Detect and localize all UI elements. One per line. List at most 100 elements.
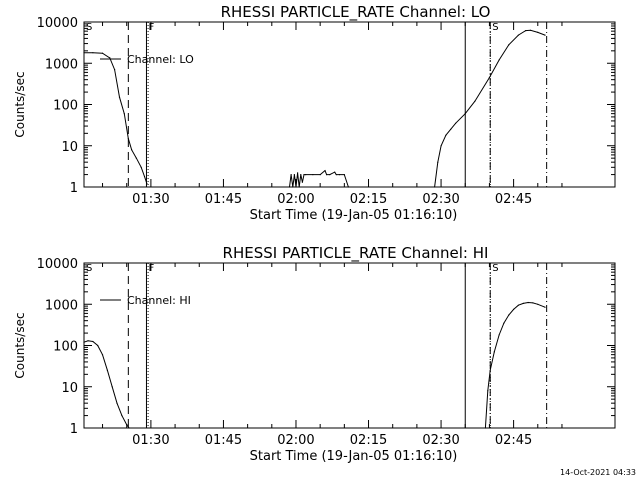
- panel-lo: RHESSI PARTICLE_RATE Channel: LO Counts/s…: [13, 3, 616, 223]
- data-point-hi: [111, 386, 113, 388]
- y-tick-label-lo: 10: [61, 140, 78, 155]
- data-point-lo: [290, 174, 292, 176]
- data-point-lo: [464, 113, 466, 115]
- data-point-lo: [455, 122, 457, 124]
- data-series-lo-2: [434, 29, 546, 188]
- data-point-hi: [537, 303, 539, 305]
- data-series-lo-0: [84, 52, 148, 184]
- data-point-lo: [292, 186, 294, 188]
- data-point-lo: [293, 174, 295, 176]
- data-point-hi: [532, 302, 534, 304]
- x-tick-label-hi: 01:30: [132, 433, 169, 448]
- data-point-lo: [338, 174, 341, 176]
- plot-frame-lo: [83, 21, 616, 188]
- y-tick-label-hi: 100: [53, 340, 78, 355]
- y-tick-label-hi: 1: [70, 422, 78, 437]
- x-tick-label-lo: 01:30: [132, 192, 169, 207]
- data-point-hi: [121, 415, 123, 417]
- event-marker-label-hi: S: [492, 263, 498, 274]
- plot-frame-hi: [83, 262, 616, 429]
- data-point-hi: [128, 427, 130, 429]
- data-point-lo: [288, 186, 291, 188]
- data-point-lo: [146, 183, 148, 185]
- data-point-lo: [143, 175, 146, 178]
- y-tick-label-lo: 100: [53, 99, 78, 114]
- data-point-lo: [537, 31, 539, 33]
- data-point-hi: [508, 314, 510, 316]
- event-marker-label-hi: F: [148, 263, 154, 274]
- footer-timestamp: 14-Oct-2021 04:33: [560, 468, 636, 477]
- data-point-lo: [300, 174, 302, 176]
- data-point-lo: [298, 186, 300, 188]
- x-tick-label-lo: 02:00: [277, 192, 314, 207]
- data-point-lo: [508, 44, 510, 46]
- data-point-lo: [297, 172, 299, 174]
- data-point-hi: [101, 354, 104, 356]
- data-point-lo: [118, 96, 121, 98]
- y-axis-label-hi: Counts/sec: [13, 312, 27, 378]
- y-tick-label-lo: 1000: [45, 57, 78, 72]
- data-point-hi: [489, 369, 491, 371]
- legend-label-hi: Channel: HI: [127, 294, 191, 307]
- x-tick-label-hi: 02:00: [277, 433, 314, 448]
- data-point-lo: [92, 52, 94, 54]
- x-tick-label-hi: 02:15: [350, 433, 387, 448]
- data-point-hi: [126, 424, 128, 426]
- y-tick-label-lo: 10000: [37, 16, 78, 31]
- data-point-hi: [527, 301, 529, 304]
- data-point-lo: [343, 174, 345, 176]
- data-point-lo: [474, 100, 476, 102]
- data-point-hi: [116, 402, 118, 404]
- x-axis-label-hi: Start Time (19-Jan-05 01:16:10): [250, 449, 458, 464]
- data-point-lo: [445, 134, 447, 136]
- data-point-lo: [437, 161, 439, 163]
- data-point-lo: [83, 52, 85, 54]
- data-point-lo: [347, 186, 349, 188]
- x-tick-label-lo: 02:15: [350, 192, 387, 207]
- edge-flag-label-lo: S: [86, 22, 92, 33]
- x-axis-label-lo: Start Time (19-Jan-05 01:16:10): [250, 208, 458, 223]
- data-point-lo: [544, 34, 546, 36]
- data-point-lo: [525, 30, 527, 32]
- data-point-lo: [517, 34, 520, 36]
- event-marker-label-lo: S: [492, 22, 498, 33]
- data-point-hi: [83, 341, 85, 343]
- x-tick-label-lo: 01:45: [205, 192, 242, 207]
- x-tick-label-hi: 02:45: [495, 433, 532, 448]
- data-point-lo: [335, 174, 337, 176]
- data-point-lo: [498, 59, 500, 61]
- data-point-hi: [484, 427, 486, 429]
- data-point-lo: [301, 181, 303, 183]
- y-tick-label-hi: 10000: [37, 257, 78, 272]
- data-point-hi: [544, 306, 546, 308]
- data-series-hi-1: [484, 301, 546, 429]
- x-tick-label-lo: 02:30: [422, 192, 459, 207]
- data-point-lo: [123, 113, 125, 115]
- data-point-lo: [127, 137, 129, 140]
- data-point-lo: [440, 145, 442, 147]
- y-tick-label-lo: 1: [70, 181, 78, 196]
- data-point-hi: [92, 340, 94, 343]
- data-point-hi: [97, 344, 99, 347]
- chart-title-hi: RHESSI PARTICLE_RATE Channel: HI: [223, 244, 489, 263]
- data-point-lo: [329, 174, 331, 176]
- data-point-hi: [493, 351, 495, 353]
- data-point-lo: [529, 29, 532, 31]
- x-tick-label-hi: 02:30: [422, 433, 459, 448]
- data-point-lo: [305, 174, 307, 176]
- panel-hi: RHESSI PARTICLE_RATE Channel: HI Counts/s…: [13, 244, 616, 464]
- data-point-hi: [487, 390, 489, 392]
- event-marker-label-lo: F: [148, 22, 154, 33]
- data-point-lo: [131, 149, 133, 151]
- x-tick-label-lo: 02:45: [495, 192, 532, 207]
- data-point-hi: [503, 322, 505, 324]
- chart-title-lo: RHESSI PARTICLE_RATE Channel: LO: [221, 3, 491, 22]
- y-axis-label-lo: Counts/sec: [13, 71, 27, 137]
- data-point-lo: [101, 52, 104, 54]
- legend-label-lo: Channel: LO: [127, 53, 194, 66]
- data-point-lo: [303, 174, 305, 176]
- data-point-lo: [450, 128, 452, 130]
- edge-flag-label-hi: S: [86, 263, 92, 274]
- data-point-lo: [114, 69, 116, 71]
